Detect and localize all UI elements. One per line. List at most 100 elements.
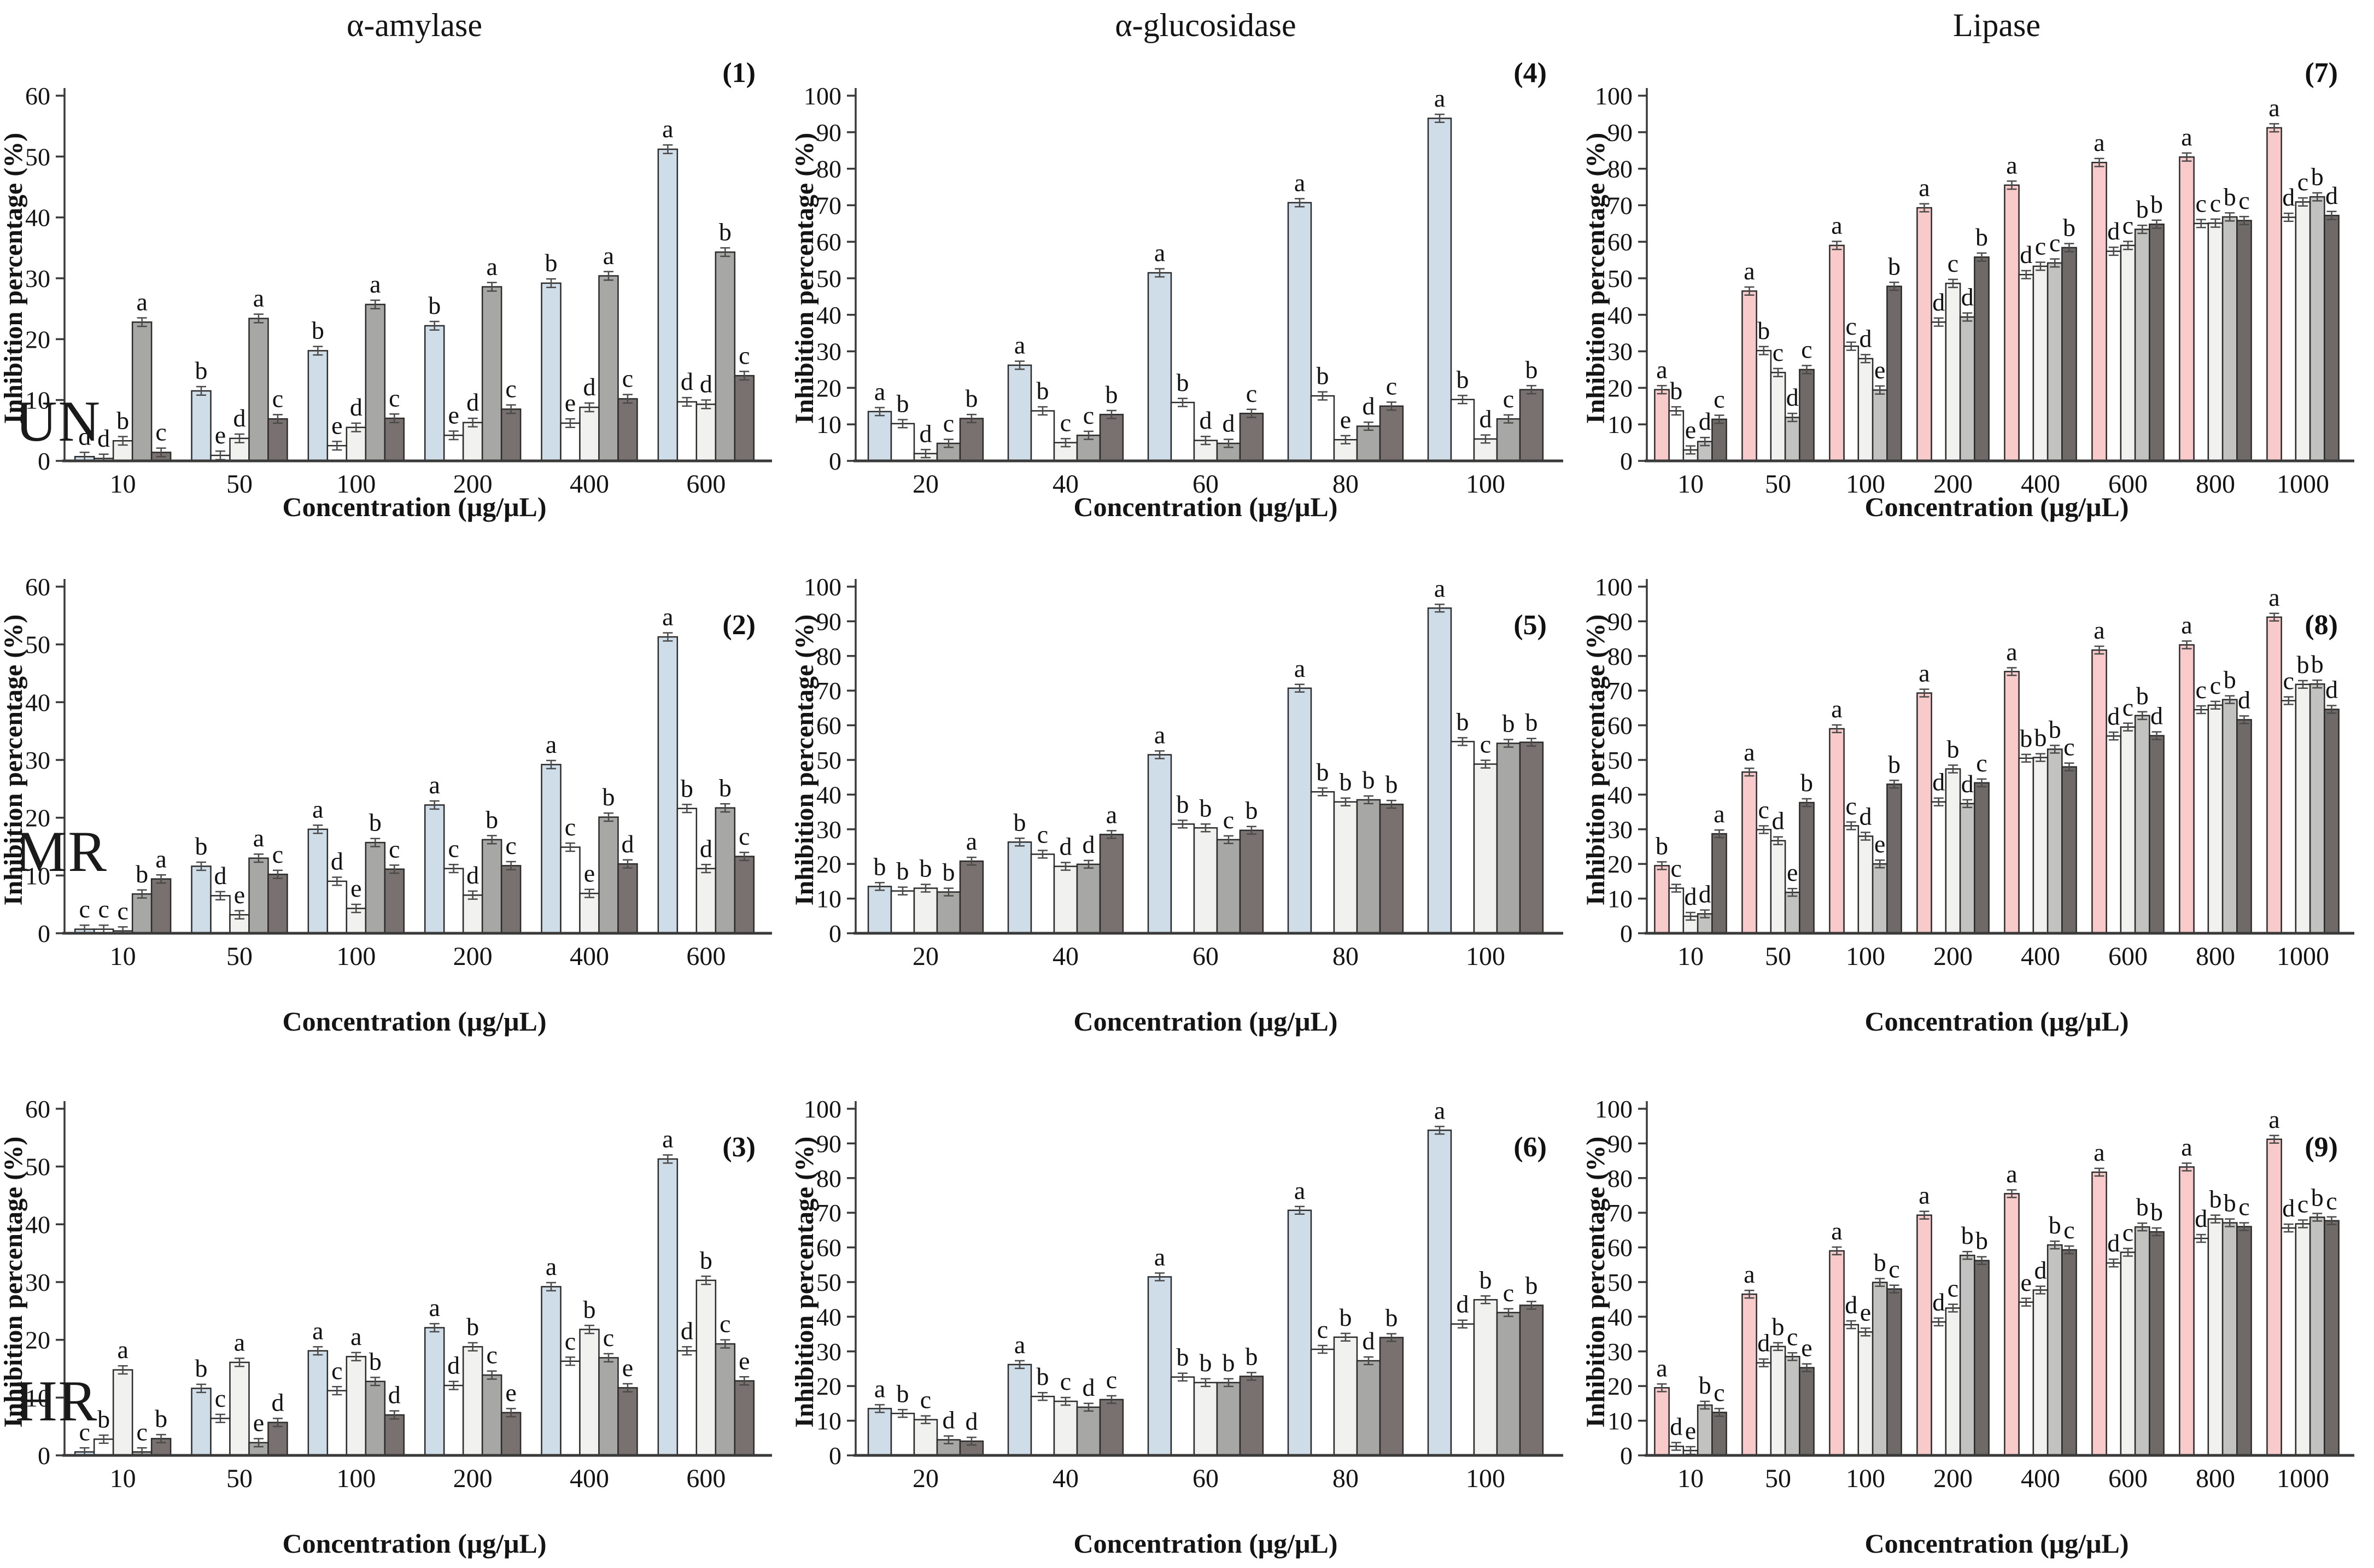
- significance-letter: b: [312, 317, 324, 344]
- significance-letter: a: [874, 377, 885, 405]
- bar-series-1: [1654, 1387, 1670, 1456]
- bar-series-3: [2295, 1223, 2311, 1456]
- significance-letter: a: [874, 1374, 885, 1402]
- bar-series-5: [1099, 1399, 1124, 1456]
- bar-series-3: [2120, 1251, 2136, 1456]
- significance-letter: e: [350, 874, 361, 902]
- significance-letter: a: [662, 115, 673, 143]
- bar-series-2: [2018, 1301, 2034, 1456]
- bar-series-3: [462, 894, 483, 934]
- bar-series-1: [2266, 616, 2282, 934]
- x-tick-label: 50: [1765, 1464, 1791, 1493]
- bar-series-1: [2266, 127, 2282, 462]
- significance-letter: a: [1831, 695, 1842, 723]
- significance-letter: b: [2311, 650, 2324, 678]
- significance-letter: c: [2122, 212, 2133, 239]
- bar-series-2: [1756, 350, 1772, 462]
- significance-letter: d: [1786, 383, 1799, 411]
- panel-cell-3: (3) Inhibition percentage (%) 0 10 20 30 40 50 6…: [0, 1044, 791, 1567]
- significance-letter: b: [1670, 377, 1682, 405]
- bar-series-4: [598, 816, 619, 934]
- y-tick-label: 30: [25, 265, 50, 292]
- significance-letter: e: [584, 859, 595, 887]
- significance-letter: e: [253, 1408, 264, 1436]
- bar-series-4: [481, 839, 502, 934]
- bar-series-1: [1287, 202, 1312, 462]
- x-tick-label: 200: [453, 942, 493, 971]
- significance-letter: d: [1362, 392, 1375, 420]
- x-tick-label: 600: [2108, 942, 2148, 971]
- significance-letter: d: [621, 830, 634, 858]
- bar-series-3: [2295, 201, 2311, 462]
- significance-letter: c: [920, 1386, 931, 1414]
- significance-letter: b: [428, 291, 441, 319]
- bar-series-5: [500, 408, 522, 462]
- significance-letter: c: [1846, 312, 1857, 340]
- significance-letter: c: [1714, 385, 1724, 413]
- bar-series-3: [346, 426, 367, 462]
- bar-series-3: [1473, 1299, 1498, 1456]
- significance-letter: c: [1480, 730, 1491, 758]
- bar-series-5: [267, 1421, 288, 1456]
- bar-series-4: [1496, 1312, 1521, 1456]
- x-tick-label: 50: [226, 942, 253, 971]
- bar-series-2: [1843, 1324, 1860, 1456]
- bar-series-1: [1427, 607, 1452, 934]
- bar-series-1: [1741, 290, 1757, 462]
- bar-series-4: [2309, 1216, 2325, 1456]
- y-axis-label: Inhibition percentage (%): [1581, 1137, 1610, 1427]
- significance-letter: b: [897, 857, 909, 885]
- y-tick-label: 60: [816, 228, 841, 256]
- significance-letter: b: [1757, 317, 1770, 344]
- chart-panel-7: Lipase (7) Inhibition percentage (%) 0 10 20 3…: [1581, 7, 2354, 522]
- significance-letter: b: [942, 858, 955, 886]
- bar-series-1: [1147, 272, 1172, 462]
- bar-series-2: [1030, 1395, 1055, 1456]
- y-tick-label: 80: [1607, 155, 1633, 183]
- significance-letter: a: [253, 284, 264, 312]
- bar-series-1: [1287, 1209, 1312, 1456]
- significance-letter: a: [662, 603, 673, 631]
- bar-series-4: [1697, 1404, 1713, 1456]
- bar-series-1: [1654, 865, 1670, 934]
- bar-series-5: [617, 863, 638, 934]
- bar-series-5: [1974, 1260, 1990, 1456]
- x-tick-label: 10: [1677, 470, 1704, 499]
- x-tick-label: 400: [2021, 942, 2060, 971]
- y-tick-label: 0: [38, 920, 50, 947]
- bar-series-3: [229, 1361, 250, 1456]
- significance-letter: c: [2063, 1216, 2074, 1244]
- significance-letter: b: [965, 384, 978, 412]
- significance-letter: d: [1082, 830, 1095, 858]
- bar-series-4: [1496, 418, 1521, 462]
- y-tick-label: 50: [1607, 1268, 1633, 1296]
- bar-series-3: [1473, 763, 1498, 934]
- significance-letter: b: [1699, 1371, 1711, 1399]
- bar-series-5: [1099, 834, 1124, 934]
- bar-series-5: [617, 1387, 638, 1456]
- y-tick-label: 40: [1607, 301, 1633, 329]
- significance-letter: e: [1874, 356, 1885, 384]
- x-tick-label: 600: [2108, 470, 2148, 499]
- bar-series-2: [2018, 274, 2034, 462]
- significance-letter: b: [1245, 1342, 1258, 1370]
- x-axis-label: Concentration (μg/μL): [1864, 1528, 2129, 1559]
- bar-series-3: [462, 422, 483, 462]
- significance-letter: b: [2224, 666, 2236, 694]
- y-tick-label: 70: [816, 191, 841, 219]
- significance-letter: c: [1671, 855, 1682, 882]
- significance-letter: b: [369, 809, 382, 836]
- bar-series-1: [1007, 1364, 1032, 1456]
- significance-letter: d: [2150, 702, 2163, 730]
- x-tick-label: 600: [686, 470, 726, 499]
- y-tick-label: 20: [25, 325, 50, 353]
- significance-letter: c: [1503, 1279, 1514, 1307]
- x-tick-label: 10: [1677, 942, 1704, 971]
- y-tick-label: 10: [25, 1384, 50, 1412]
- significance-letter: c: [2210, 671, 2221, 699]
- bar-series-1: [1829, 244, 1845, 462]
- x-tick-label: 1000: [2277, 1464, 2329, 1493]
- significance-letter: e: [1685, 1417, 1696, 1444]
- significance-letter: b: [195, 1354, 208, 1382]
- x-axis-label: Concentration (μg/μL): [1073, 492, 1337, 522]
